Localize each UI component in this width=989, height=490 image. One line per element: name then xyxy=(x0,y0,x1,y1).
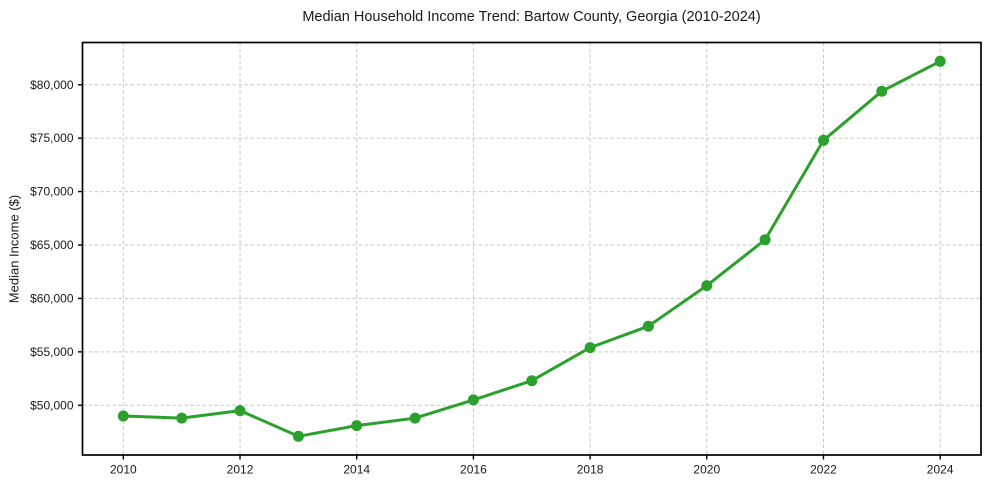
data-point-2023 xyxy=(876,85,888,97)
x-tick-label: 2018 xyxy=(577,463,604,477)
x-tick-label: 2020 xyxy=(693,463,720,477)
data-point-2022 xyxy=(818,134,829,146)
gridlines xyxy=(82,42,981,455)
x-tick-label: 2012 xyxy=(227,463,254,477)
data-point-2015 xyxy=(409,412,421,424)
data-point-2014 xyxy=(351,420,363,432)
y-tick-label: $65,000 xyxy=(30,238,74,252)
y-tick-label: $60,000 xyxy=(30,291,74,305)
data-point-2012 xyxy=(234,405,246,417)
y-tick-label: $80,000 xyxy=(30,78,74,92)
data-point-2011 xyxy=(176,412,188,424)
data-point-2010 xyxy=(117,410,129,422)
data-point-2013 xyxy=(292,430,304,442)
data-point-2019 xyxy=(642,320,654,332)
y-tick-label: $70,000 xyxy=(30,185,74,199)
chart-title: Median Household Income Trend: Bartow Co… xyxy=(302,9,761,25)
y-tick-label: $55,000 xyxy=(30,345,74,359)
axes-spines xyxy=(81,41,982,456)
x-tick-label: 2014 xyxy=(343,463,370,477)
y-tick-label: $75,000 xyxy=(30,131,74,145)
data-point-2024 xyxy=(934,55,946,67)
data-point-2020 xyxy=(701,280,713,292)
data-point-2016 xyxy=(467,394,479,406)
x-tick-label: 2016 xyxy=(460,463,487,477)
data-points xyxy=(117,55,946,442)
data-point-2017 xyxy=(526,375,538,387)
x-tick-label: 2024 xyxy=(927,463,954,477)
y-axis-title: Median Income ($) xyxy=(6,194,22,304)
data-point-2018 xyxy=(584,342,596,354)
x-tick-label: 2010 xyxy=(110,463,137,477)
x-tick-label: 2022 xyxy=(810,463,837,477)
axis-ticks xyxy=(78,84,941,460)
y-tick-label: $50,000 xyxy=(30,398,74,412)
axis-tick-labels: 2010 2012 2014 2016 2018 2020 2022 2024 $50,000 $… xyxy=(30,78,954,477)
data-point-2021 xyxy=(759,234,771,246)
